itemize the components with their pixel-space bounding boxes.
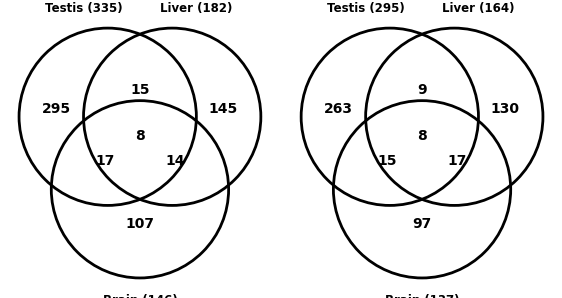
Text: Liver (164): Liver (164): [442, 2, 515, 15]
Text: 15: 15: [130, 83, 149, 97]
Text: 17: 17: [96, 154, 115, 168]
Text: 107: 107: [125, 217, 155, 231]
Text: Testis (295): Testis (295): [327, 2, 405, 15]
Text: 15: 15: [377, 154, 397, 168]
Text: 14: 14: [165, 154, 185, 168]
Text: Liver (182): Liver (182): [160, 2, 233, 15]
Text: 295: 295: [42, 102, 71, 116]
Text: Testis (335): Testis (335): [45, 2, 123, 15]
Text: Brain (137): Brain (137): [385, 294, 459, 298]
Text: 97: 97: [413, 217, 432, 231]
Text: 145: 145: [209, 102, 238, 116]
Text: 17: 17: [447, 154, 466, 168]
Text: 130: 130: [491, 102, 520, 116]
Text: 263: 263: [324, 102, 353, 116]
Text: 8: 8: [417, 128, 427, 142]
Text: Brain (146): Brain (146): [103, 294, 178, 298]
Text: 9: 9: [417, 83, 427, 97]
Text: 8: 8: [135, 128, 145, 142]
